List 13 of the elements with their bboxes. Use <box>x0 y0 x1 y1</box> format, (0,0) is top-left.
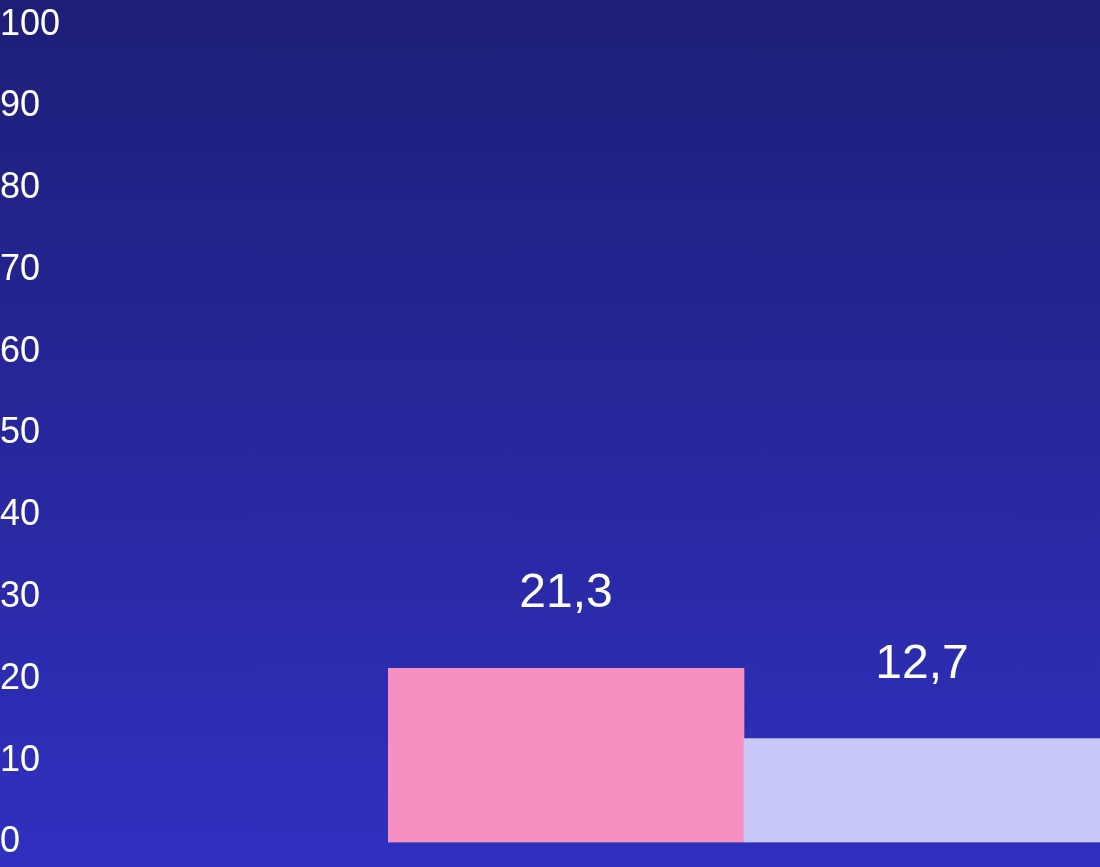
y-tick-label: 100 <box>0 1 61 43</box>
data-label: 12,7 <box>875 634 969 688</box>
y-tick-label: 0 <box>0 819 21 861</box>
y-tick-label: 40 <box>0 492 41 534</box>
data-label: 21,3 <box>519 564 613 618</box>
y-tick-label: 50 <box>0 410 41 452</box>
y-tick-label: 70 <box>0 246 41 288</box>
y-tick-label: 90 <box>0 83 41 125</box>
y-tick-label: 30 <box>0 573 41 615</box>
y-tick-label: 60 <box>0 328 41 370</box>
y-tick-label: 10 <box>0 737 41 779</box>
y-tick-label: 80 <box>0 165 41 207</box>
y-tick-label: 20 <box>0 655 41 697</box>
